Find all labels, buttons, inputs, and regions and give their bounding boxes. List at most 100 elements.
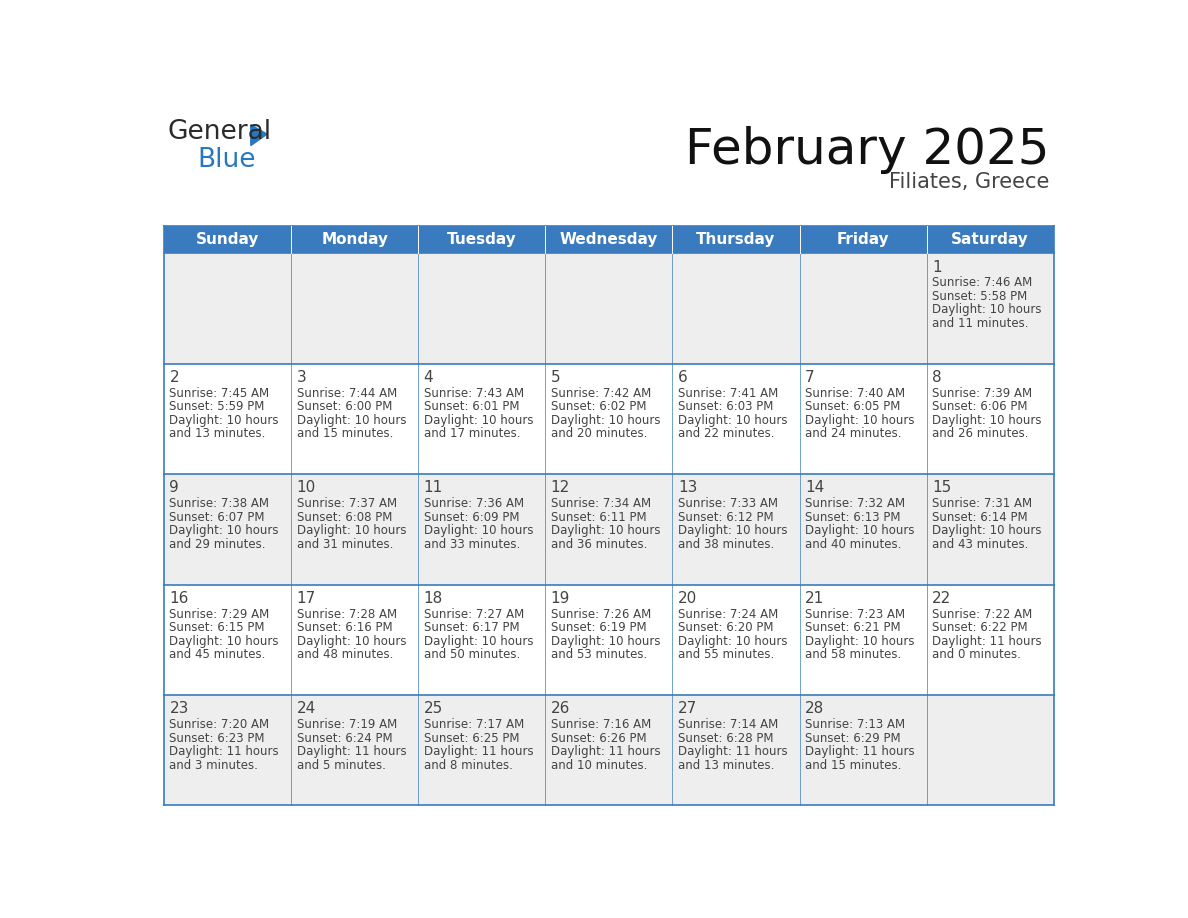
Text: Daylight: 11 hours: Daylight: 11 hours <box>678 745 788 758</box>
Text: Sunrise: 7:36 AM: Sunrise: 7:36 AM <box>424 498 524 510</box>
Text: Sunrise: 7:31 AM: Sunrise: 7:31 AM <box>933 498 1032 510</box>
Text: Friday: Friday <box>836 232 890 247</box>
Text: 27: 27 <box>678 701 697 716</box>
Text: 25: 25 <box>424 701 443 716</box>
Text: and 15 minutes.: and 15 minutes. <box>805 758 902 771</box>
Text: and 58 minutes.: and 58 minutes. <box>805 648 902 661</box>
Text: 6: 6 <box>678 370 688 385</box>
Text: Daylight: 10 hours: Daylight: 10 hours <box>297 524 406 537</box>
Bar <box>800 226 927 253</box>
Text: Sunset: 6:21 PM: Sunset: 6:21 PM <box>805 621 901 634</box>
Text: Sunrise: 7:42 AM: Sunrise: 7:42 AM <box>551 386 651 400</box>
Text: 13: 13 <box>678 480 697 496</box>
Text: Daylight: 10 hours: Daylight: 10 hours <box>297 634 406 648</box>
Text: Sunrise: 7:22 AM: Sunrise: 7:22 AM <box>933 608 1032 621</box>
Bar <box>418 226 545 253</box>
Text: Sunrise: 7:14 AM: Sunrise: 7:14 AM <box>678 718 778 731</box>
Text: Monday: Monday <box>321 232 388 247</box>
Text: Sunrise: 7:17 AM: Sunrise: 7:17 AM <box>424 718 524 731</box>
Text: and 24 minutes.: and 24 minutes. <box>805 427 902 441</box>
Text: Sunrise: 7:41 AM: Sunrise: 7:41 AM <box>678 386 778 400</box>
Bar <box>672 226 800 253</box>
Bar <box>164 226 291 253</box>
Text: Daylight: 10 hours: Daylight: 10 hours <box>678 524 788 537</box>
Text: 26: 26 <box>551 701 570 716</box>
Text: 20: 20 <box>678 591 697 606</box>
Text: and 22 minutes.: and 22 minutes. <box>678 427 775 441</box>
Text: Saturday: Saturday <box>952 232 1029 247</box>
Text: Daylight: 10 hours: Daylight: 10 hours <box>170 414 279 427</box>
Text: 10: 10 <box>297 480 316 496</box>
Text: Sunset: 6:06 PM: Sunset: 6:06 PM <box>933 400 1028 413</box>
Text: and 15 minutes.: and 15 minutes. <box>297 427 393 441</box>
Text: Sunrise: 7:26 AM: Sunrise: 7:26 AM <box>551 608 651 621</box>
Text: and 26 minutes.: and 26 minutes. <box>933 427 1029 441</box>
Bar <box>927 226 1054 253</box>
Text: Sunset: 6:12 PM: Sunset: 6:12 PM <box>678 510 773 524</box>
Text: and 13 minutes.: and 13 minutes. <box>678 758 775 771</box>
Text: Sunset: 6:05 PM: Sunset: 6:05 PM <box>805 400 901 413</box>
Text: 21: 21 <box>805 591 824 606</box>
Text: Wednesday: Wednesday <box>560 232 658 247</box>
Text: Sunset: 6:29 PM: Sunset: 6:29 PM <box>805 732 901 744</box>
Text: Sunrise: 7:44 AM: Sunrise: 7:44 AM <box>297 386 397 400</box>
Text: 23: 23 <box>170 701 189 716</box>
Text: 14: 14 <box>805 480 824 496</box>
Text: and 53 minutes.: and 53 minutes. <box>551 648 647 661</box>
Bar <box>164 475 1054 585</box>
Bar <box>164 364 1054 475</box>
Bar <box>164 253 1054 364</box>
Text: Sunset: 6:28 PM: Sunset: 6:28 PM <box>678 732 773 744</box>
Text: Sunrise: 7:32 AM: Sunrise: 7:32 AM <box>805 498 905 510</box>
Text: and 55 minutes.: and 55 minutes. <box>678 648 775 661</box>
Text: February 2025: February 2025 <box>685 126 1050 174</box>
Text: 12: 12 <box>551 480 570 496</box>
Text: 4: 4 <box>424 370 434 385</box>
Text: and 3 minutes.: and 3 minutes. <box>170 758 258 771</box>
Text: Daylight: 10 hours: Daylight: 10 hours <box>424 634 533 648</box>
Text: Daylight: 10 hours: Daylight: 10 hours <box>551 634 661 648</box>
Text: Sunset: 6:00 PM: Sunset: 6:00 PM <box>297 400 392 413</box>
Text: Sunrise: 7:33 AM: Sunrise: 7:33 AM <box>678 498 778 510</box>
Text: Sunset: 6:22 PM: Sunset: 6:22 PM <box>933 621 1028 634</box>
Text: Daylight: 10 hours: Daylight: 10 hours <box>424 524 533 537</box>
Bar <box>291 226 418 253</box>
Text: Daylight: 10 hours: Daylight: 10 hours <box>170 634 279 648</box>
Text: Sunrise: 7:45 AM: Sunrise: 7:45 AM <box>170 386 270 400</box>
Text: and 38 minutes.: and 38 minutes. <box>678 538 775 551</box>
Text: Sunset: 6:03 PM: Sunset: 6:03 PM <box>678 400 773 413</box>
Bar <box>545 226 672 253</box>
Text: Daylight: 10 hours: Daylight: 10 hours <box>805 634 915 648</box>
Text: Sunrise: 7:43 AM: Sunrise: 7:43 AM <box>424 386 524 400</box>
Text: and 8 minutes.: and 8 minutes. <box>424 758 512 771</box>
Text: 16: 16 <box>170 591 189 606</box>
Text: Daylight: 10 hours: Daylight: 10 hours <box>551 524 661 537</box>
Text: and 50 minutes.: and 50 minutes. <box>424 648 520 661</box>
Text: Sunset: 6:01 PM: Sunset: 6:01 PM <box>424 400 519 413</box>
Text: Sunset: 6:02 PM: Sunset: 6:02 PM <box>551 400 646 413</box>
Text: General: General <box>168 118 272 145</box>
Text: Sunrise: 7:38 AM: Sunrise: 7:38 AM <box>170 498 270 510</box>
Text: 9: 9 <box>170 480 179 496</box>
Text: Sunrise: 7:23 AM: Sunrise: 7:23 AM <box>805 608 905 621</box>
Text: and 17 minutes.: and 17 minutes. <box>424 427 520 441</box>
Text: Daylight: 10 hours: Daylight: 10 hours <box>551 414 661 427</box>
Text: Sunset: 6:16 PM: Sunset: 6:16 PM <box>297 621 392 634</box>
Text: Sunrise: 7:28 AM: Sunrise: 7:28 AM <box>297 608 397 621</box>
Text: Sunset: 6:19 PM: Sunset: 6:19 PM <box>551 621 646 634</box>
Text: and 5 minutes.: and 5 minutes. <box>297 758 385 771</box>
Text: and 0 minutes.: and 0 minutes. <box>933 648 1020 661</box>
Text: Sunrise: 7:37 AM: Sunrise: 7:37 AM <box>297 498 397 510</box>
Text: and 31 minutes.: and 31 minutes. <box>297 538 393 551</box>
Text: and 29 minutes.: and 29 minutes. <box>170 538 266 551</box>
Text: 28: 28 <box>805 701 824 716</box>
Text: Daylight: 11 hours: Daylight: 11 hours <box>933 634 1042 648</box>
Text: Sunrise: 7:29 AM: Sunrise: 7:29 AM <box>170 608 270 621</box>
Text: and 11 minutes.: and 11 minutes. <box>933 317 1029 330</box>
Text: Daylight: 10 hours: Daylight: 10 hours <box>678 414 788 427</box>
Text: Daylight: 11 hours: Daylight: 11 hours <box>551 745 661 758</box>
Text: Sunset: 5:58 PM: Sunset: 5:58 PM <box>933 290 1028 303</box>
Text: and 40 minutes.: and 40 minutes. <box>805 538 902 551</box>
Text: 8: 8 <box>933 370 942 385</box>
Text: Daylight: 10 hours: Daylight: 10 hours <box>424 414 533 427</box>
